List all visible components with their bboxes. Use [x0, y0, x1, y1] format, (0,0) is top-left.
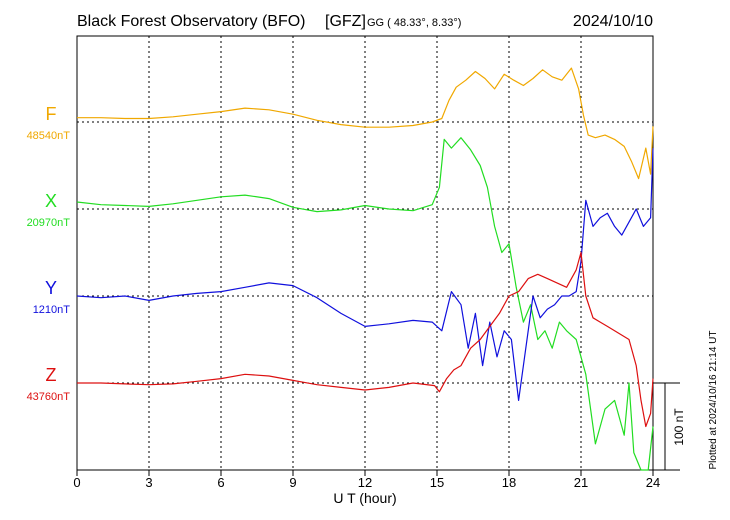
x-axis-label: U T (hour) [333, 490, 396, 506]
chart-title: Black Forest Observatory (BFO) [77, 13, 306, 30]
series-name-z: Z [46, 365, 57, 385]
x-tick-label: 0 [73, 475, 80, 490]
x-tick-label: 21 [574, 475, 588, 490]
x-tick-label: 9 [289, 475, 296, 490]
x-axis-ticks: 0 3 6 9 12 15 18 21 24 [73, 470, 660, 490]
series-baseline-f: 48540nT [27, 130, 71, 142]
station-coords: GG ( 48.33°, 8.33°) [367, 17, 461, 29]
series-name-x: X [45, 191, 57, 211]
series-baseline-y: 1210nT [33, 304, 71, 316]
series-lines [76, 67, 654, 471]
series-labels: F 48540nT X 20970nT Y 1210nT Z 43760nT [27, 104, 71, 403]
series-name-y: Y [45, 278, 57, 298]
x-tick-label: 3 [145, 475, 152, 490]
x-tick-label: 24 [646, 475, 660, 490]
x-tick-label: 18 [502, 475, 516, 490]
chart-date: 2024/10/10 [573, 13, 653, 30]
x-tick-label: 15 [430, 475, 444, 490]
series-line-x [76, 137, 654, 471]
series-line-y [76, 148, 654, 401]
scale-bar-label: 100 nT [672, 408, 686, 446]
x-tick-label: 12 [358, 475, 372, 490]
x-tick-label: 6 [217, 475, 224, 490]
scale-bar: 100 nT [653, 382, 686, 471]
institute-label: [GFZ] [325, 13, 366, 30]
series-name-f: F [46, 104, 57, 124]
series-baseline-z: 43760nT [27, 391, 71, 403]
grid-lines [77, 36, 653, 470]
series-line-f [77, 67, 654, 180]
plotted-timestamp: Plotted at 2024/10/16 21:14 UT [708, 331, 719, 470]
series-baseline-x: 20970nT [27, 217, 71, 229]
series-line-z [77, 251, 654, 428]
